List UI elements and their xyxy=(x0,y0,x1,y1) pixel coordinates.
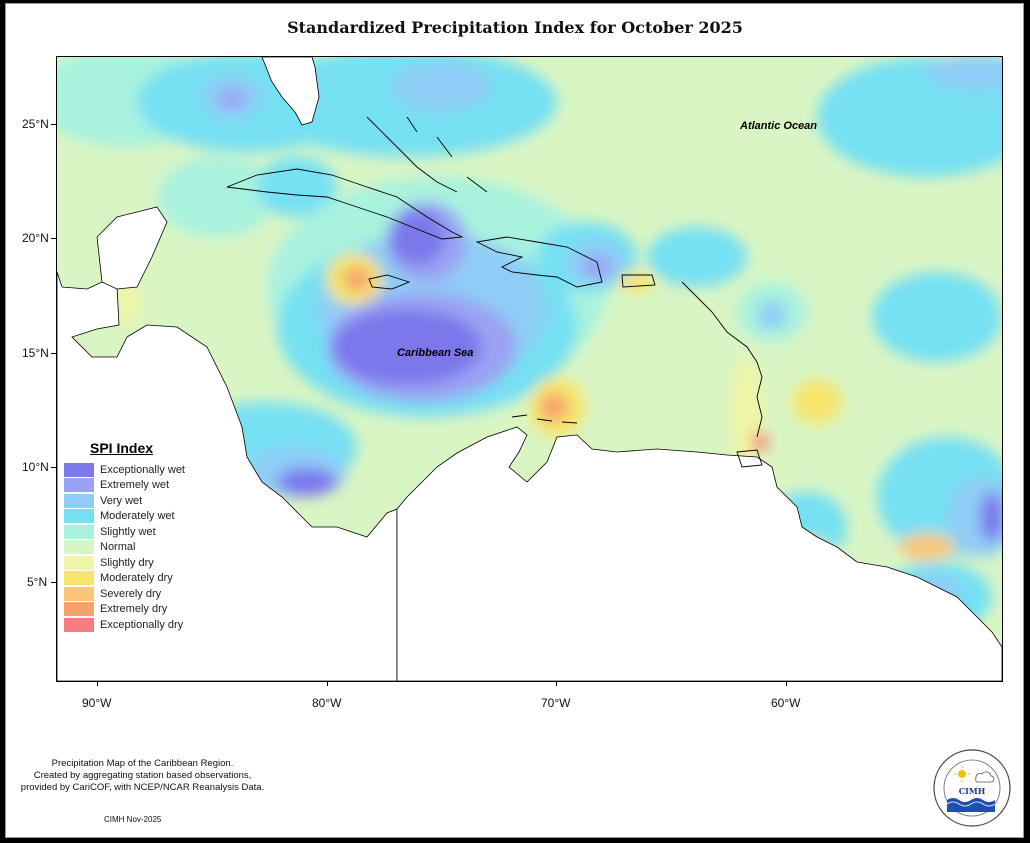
island-bahamas xyxy=(366,116,488,193)
lat-tick-label: 10°N xyxy=(22,460,49,474)
island-puerto-rico xyxy=(621,274,656,288)
legend-swatch xyxy=(64,571,94,586)
legend-label: Severely dry xyxy=(100,587,162,600)
legend-item: Slightly wet xyxy=(64,524,185,540)
island-hispaniola xyxy=(475,236,603,288)
credits-line: provided by CariCOF, with NCEP/NCAR Rean… xyxy=(20,782,265,793)
lat-tick-label: 5°N xyxy=(27,575,48,589)
legend-swatch xyxy=(64,555,94,570)
legend-item: Slightly dry xyxy=(64,555,185,571)
lon-tick-label: 60°W xyxy=(771,696,801,710)
lon-tick xyxy=(786,681,787,686)
legend-item: Moderately dry xyxy=(64,571,185,587)
legend-title: SPI Index xyxy=(90,440,154,456)
spi-legend: SPI Index Exceptionally wet Extremely we… xyxy=(64,440,185,633)
lon-tick xyxy=(556,681,557,686)
legend-label: Very wet xyxy=(100,494,143,507)
lon-tick xyxy=(97,681,98,686)
legend-label: Extremely wet xyxy=(100,479,170,492)
land-florida xyxy=(261,57,320,126)
legend-item: Exceptionally dry xyxy=(64,617,185,633)
legend-swatch xyxy=(64,586,94,601)
atlantic-ocean-label: Atlantic Ocean xyxy=(740,120,818,132)
legend-label: Exceptionally wet xyxy=(100,463,185,476)
lat-tick xyxy=(51,467,56,468)
lat-tick-label: 15°N xyxy=(22,346,49,360)
spi-shading xyxy=(57,57,1002,677)
cimh-logo: CIMH xyxy=(933,749,1011,827)
legend-swatch xyxy=(64,602,94,617)
legend-label: Moderately dry xyxy=(100,572,173,585)
land-central-america xyxy=(57,271,398,681)
lon-tick xyxy=(327,681,328,686)
island-antilles xyxy=(681,281,763,438)
lat-tick xyxy=(51,353,56,354)
legend-item: Moderately wet xyxy=(64,509,185,525)
legend-swatch xyxy=(64,478,94,493)
svg-text:CIMH: CIMH xyxy=(959,786,986,796)
legend-label: Slightly dry xyxy=(100,556,154,569)
legend-label: Extremely dry xyxy=(100,603,168,616)
map-title: Standardized Precipitation Index for Oct… xyxy=(287,18,743,37)
island-aruba-curacao xyxy=(511,414,578,424)
legend-label: Slightly wet xyxy=(100,525,156,538)
land-south-america xyxy=(396,426,1002,681)
island-outlines xyxy=(226,116,763,468)
spi-map: Atlantic Ocean Caribbean Sea xyxy=(56,56,1003,682)
map-credits: Precipitation Map of the Caribbean Regio… xyxy=(10,758,275,794)
legend-item: Very wet xyxy=(64,493,185,509)
cimh-stamp: CIMH Nov-2025 xyxy=(104,815,162,824)
legend-swatch xyxy=(64,617,94,632)
legend-item: Extremely dry xyxy=(64,602,185,618)
legend-swatch xyxy=(64,462,94,477)
legend-swatch xyxy=(64,540,94,555)
lat-tick xyxy=(51,124,56,125)
credits-line: Precipitation Map of the Caribbean Regio… xyxy=(51,758,234,769)
land-yucatan xyxy=(96,206,168,290)
legend-swatch xyxy=(64,509,94,524)
legend-item: Extremely wet xyxy=(64,478,185,494)
lat-tick-label: 25°N xyxy=(22,117,49,131)
lon-tick-label: 90°W xyxy=(82,696,112,710)
lon-tick-label: 70°W xyxy=(541,696,571,710)
island-trinidad xyxy=(736,449,763,468)
legend-swatch xyxy=(64,524,94,539)
caribbean-sea-label: Caribbean Sea xyxy=(397,347,474,359)
island-cuba xyxy=(226,168,464,240)
credits-line: Created by aggregating station based obs… xyxy=(33,770,252,781)
lat-tick xyxy=(51,238,56,239)
lat-tick xyxy=(51,582,56,583)
lat-tick-label: 20°N xyxy=(22,231,49,245)
legend-swatch xyxy=(64,493,94,508)
legend-item: Exceptionally wet xyxy=(64,462,185,478)
legend-label: Normal xyxy=(100,541,136,554)
legend-item: Normal xyxy=(64,540,185,556)
island-jamaica xyxy=(368,274,411,290)
legend-label: Moderately wet xyxy=(100,510,175,523)
legend-item: Severely dry xyxy=(64,586,185,602)
spi-map-graphic xyxy=(57,57,1002,681)
legend-label: Exceptionally dry xyxy=(100,618,184,631)
land-masses xyxy=(57,57,1002,681)
lon-tick-label: 80°W xyxy=(312,696,342,710)
